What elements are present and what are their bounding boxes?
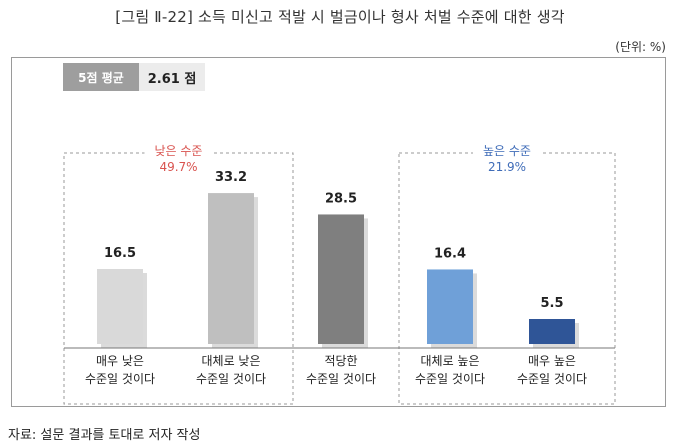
group-name-1: 높은 수준	[483, 144, 531, 158]
value-label-0: 16.5	[104, 246, 136, 261]
average-value: 2.61 점	[139, 63, 205, 91]
category-label-4-0: 매우 높은	[528, 354, 576, 368]
value-label-2: 28.5	[325, 191, 357, 206]
unit-label: (단위: %)	[615, 40, 666, 54]
source-note: 자료: 설문 결과를 토대로 저자 작성	[8, 428, 201, 443]
bar-1	[208, 193, 254, 344]
value-label-1: 33.2	[215, 170, 247, 185]
category-label-3-1: 수준일 것이다	[415, 372, 485, 386]
average-label: 5점 평균	[63, 63, 139, 91]
category-label-1-1: 수준일 것이다	[196, 372, 266, 386]
value-label-3: 16.4	[434, 246, 466, 261]
bar-3	[427, 269, 473, 344]
bar-0	[97, 269, 143, 344]
bar-4	[529, 319, 575, 344]
chart-title: [그림 Ⅱ-22] 소득 미신고 적발 시 벌금이나 형사 처벌 수준에 대한 …	[115, 8, 565, 26]
value-label-4: 5.5	[540, 296, 563, 311]
bar-2	[318, 214, 364, 344]
category-label-3-0: 대체로 높은	[420, 354, 479, 368]
group-label-gap-1	[473, 143, 541, 157]
group-label-gap-0	[144, 143, 213, 157]
category-label-0-0: 매우 낮은	[96, 354, 144, 368]
category-label-2-1: 수준일 것이다	[306, 372, 376, 386]
category-label-0-1: 수준일 것이다	[85, 372, 155, 386]
category-label-4-1: 수준일 것이다	[517, 372, 587, 386]
group-value-1: 21.9%	[488, 160, 526, 174]
chart-frame	[11, 57, 666, 407]
category-label-2-0: 적당한	[324, 354, 357, 368]
group-value-0: 49.7%	[159, 160, 197, 174]
group-name-0: 낮은 수준	[155, 144, 203, 158]
category-label-1-0: 대체로 낮은	[201, 354, 260, 368]
